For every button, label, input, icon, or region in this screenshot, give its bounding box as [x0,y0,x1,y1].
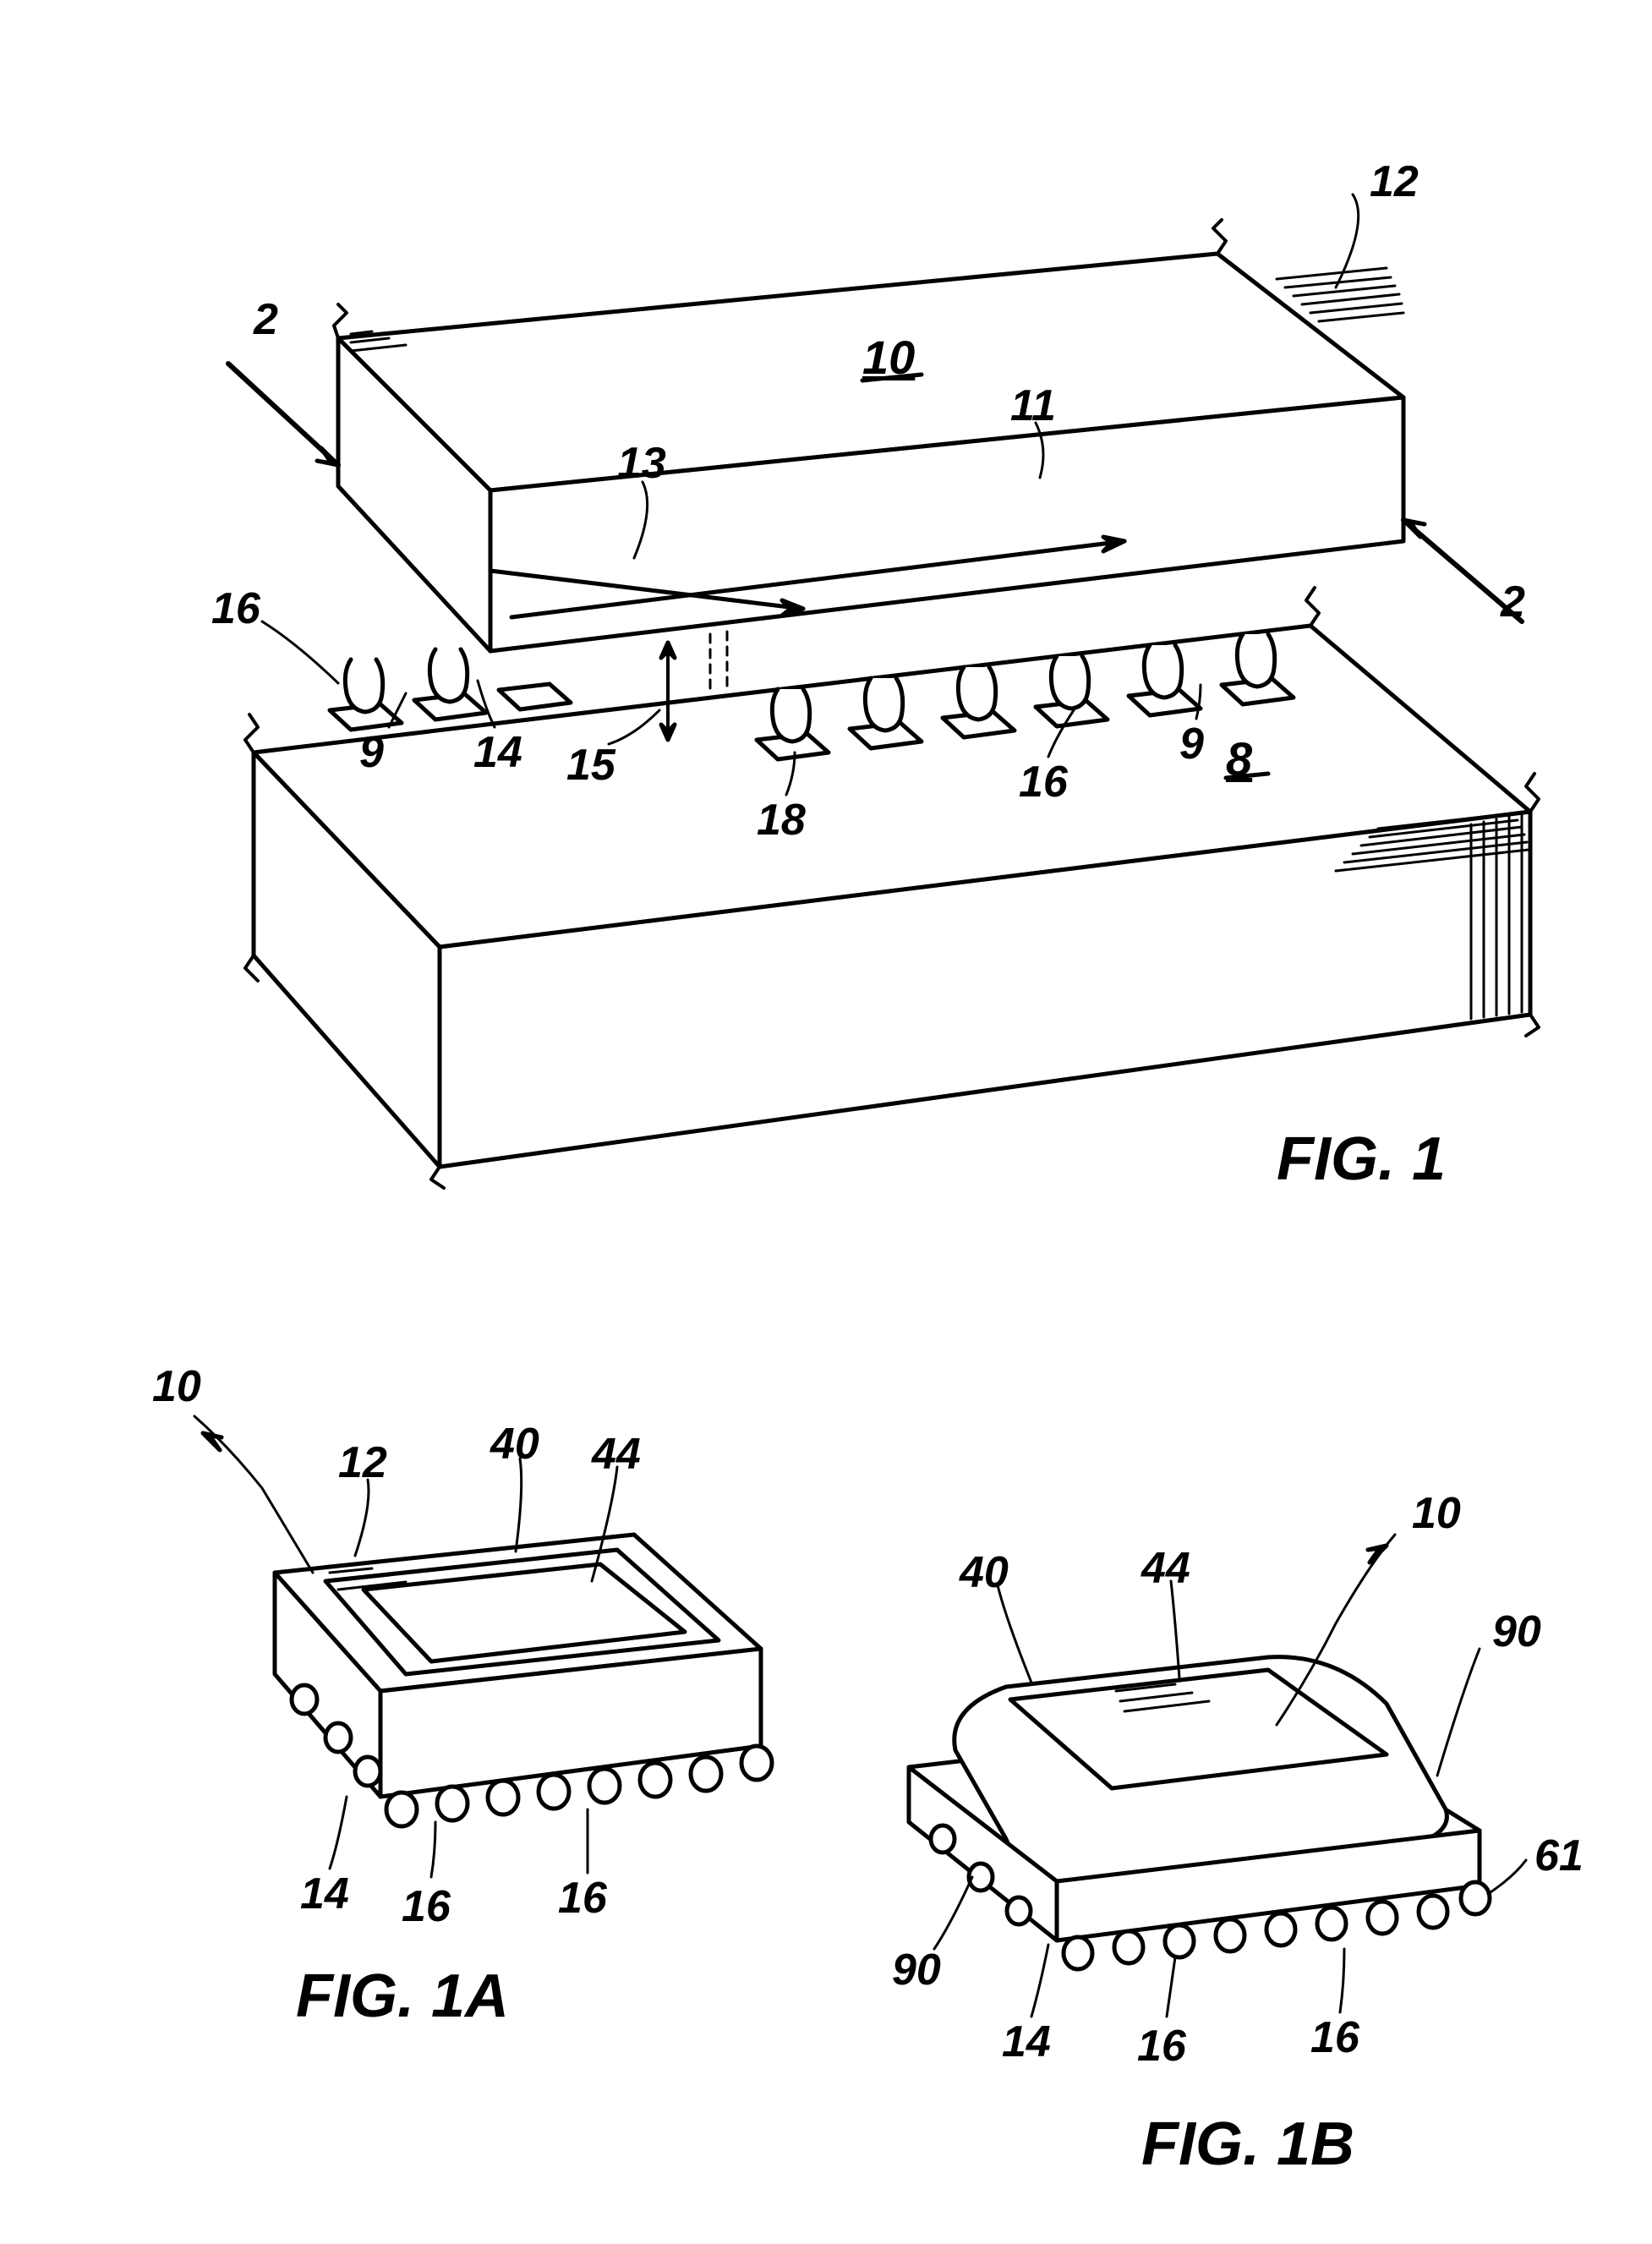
fig1-ref-2-left: 2 [254,294,278,345]
fig1a-ref-12: 12 [338,1437,387,1488]
fig1-ref-2-right: 2 [1501,577,1525,627]
figure-1b-title: FIG. 1B [1141,2110,1354,2179]
fig1-ref-16-left: 16 [211,583,260,634]
fig1b-ref-16-left: 16 [1137,2021,1186,2072]
fig1b-ref-44: 44 [1141,1543,1190,1594]
fig1b-ref-61: 61 [1534,1831,1584,1881]
fig1b-ref-16-right: 16 [1310,2012,1359,2063]
fig1b-ref-14: 14 [1002,2017,1051,2067]
fig1b-ref-10: 10 [1412,1488,1461,1539]
figure-1b-svg [795,1454,1598,2131]
fig1-ref-13: 13 [617,438,666,489]
figure-1a-title: FIG. 1A [296,1962,509,2031]
fig1a-ref-14: 14 [300,1869,349,1919]
fig1a-ref-40: 40 [490,1419,539,1470]
fig1a-ref-44: 44 [592,1429,641,1480]
page-container: 2 2 12 10 13 11 16 9 14 15 18 16 9 8 FIG… [17,17,1652,2227]
fig1b-ref-40: 40 [960,1547,1009,1598]
fig1-ref-18: 18 [757,795,806,846]
fig1-ref-8: 8 [1226,731,1252,786]
figure-1-title: FIG. 1 [1277,1125,1446,1194]
fig1-ref-16-right: 16 [1019,757,1068,807]
fig1a-ref-16-right: 16 [558,1873,607,1924]
fig1-ref-10: 10 [862,330,915,385]
fig1b-ref-90-right: 90 [1492,1606,1541,1657]
fig1-ref-14: 14 [473,727,522,778]
fig1-ref-15: 15 [566,740,615,791]
fig1-ref-12: 12 [1370,156,1419,207]
fig1a-ref-10: 10 [152,1361,201,1412]
fig1-ref-9-right: 9 [1179,719,1204,769]
fig1b-ref-90-left: 90 [892,1945,941,1995]
fig1-ref-9-left: 9 [359,727,384,778]
fig1a-ref-16-left: 16 [402,1881,451,1932]
fig1-ref-11: 11 [1010,380,1056,431]
